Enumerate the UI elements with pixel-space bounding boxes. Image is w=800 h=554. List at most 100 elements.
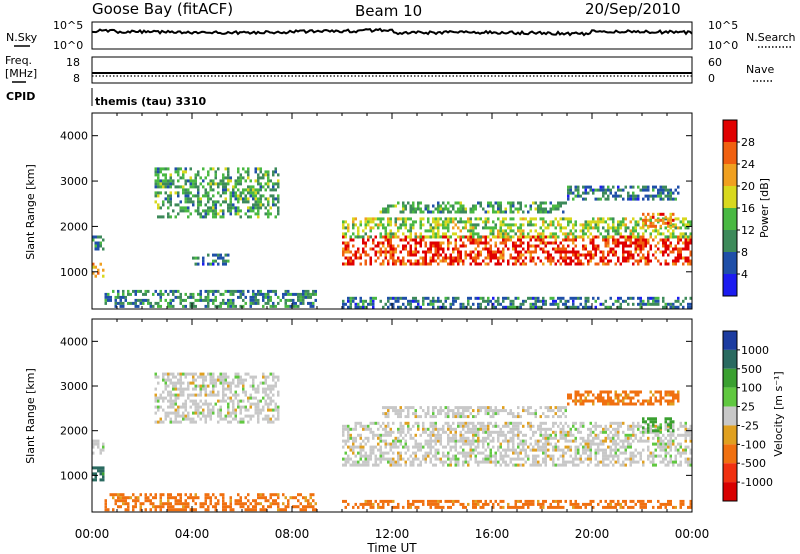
power-cell	[144, 298, 147, 302]
velocity-cell	[402, 436, 405, 440]
power-cell	[597, 235, 600, 239]
velocity-cell	[434, 427, 437, 431]
velocity-cell	[244, 496, 247, 500]
power-cell	[652, 299, 655, 303]
velocity-cell	[207, 508, 210, 512]
power-cell	[264, 212, 267, 216]
velocity-cell	[364, 442, 367, 446]
power-cell	[477, 253, 480, 257]
power-cell	[634, 241, 637, 245]
velocity-cell	[464, 442, 467, 446]
velocity-cell	[547, 409, 550, 413]
velocity-cell	[419, 415, 422, 419]
power-cell	[427, 250, 430, 254]
velocity-cell	[604, 454, 607, 458]
power-cell	[427, 217, 430, 221]
power-cell	[182, 170, 185, 174]
velocity-cell	[634, 454, 637, 458]
power-cell	[684, 247, 687, 251]
power-cell	[564, 232, 567, 236]
power-cell	[524, 299, 527, 303]
velocity-cell	[524, 433, 527, 437]
velocity-cell	[209, 393, 212, 397]
velocity-cell	[349, 448, 352, 452]
velocity-cell	[534, 439, 537, 443]
power-cell	[292, 304, 295, 308]
power-cell	[664, 226, 667, 230]
power-cell	[519, 201, 522, 205]
power-cell	[232, 289, 235, 293]
power-cell	[602, 217, 605, 221]
power-cell	[184, 191, 187, 195]
power-cell	[237, 209, 240, 213]
power-cell	[154, 301, 157, 305]
velocity-cell	[399, 463, 402, 467]
power-cell	[369, 229, 372, 233]
power-cell	[627, 256, 630, 260]
power-cell	[689, 238, 692, 242]
power-cell	[244, 179, 247, 183]
power-cell	[664, 259, 667, 263]
power-cell	[312, 304, 315, 308]
power-cell	[539, 207, 542, 211]
power-cell	[399, 305, 402, 309]
velocity-cell	[184, 508, 187, 512]
velocity-cell	[422, 424, 425, 428]
power-cell	[312, 289, 315, 293]
power-cell	[574, 229, 577, 233]
velocity-cell	[192, 387, 195, 391]
power-cell	[459, 259, 462, 263]
velocity-cell	[277, 414, 280, 418]
power-cell	[394, 217, 397, 221]
power-cell	[254, 179, 257, 183]
velocity-cell	[667, 463, 670, 467]
velocity-cell	[347, 454, 350, 458]
power-cell	[504, 232, 507, 236]
power-cell	[302, 301, 305, 305]
power-cell	[474, 253, 477, 257]
velocity-cell	[267, 375, 270, 379]
power-cell	[517, 207, 520, 211]
power-cell	[124, 295, 127, 299]
power-cell	[669, 305, 672, 309]
velocity-cell	[514, 448, 517, 452]
velocity-cell	[674, 436, 677, 440]
velocity-cell	[589, 460, 592, 464]
power-cell	[397, 299, 400, 303]
power-cell	[514, 296, 517, 300]
velocity-cell	[172, 375, 175, 379]
velocity-cell	[344, 463, 347, 467]
power-cell	[537, 244, 540, 248]
velocity-cell	[442, 409, 445, 413]
velocity-cell	[367, 424, 370, 428]
power-cell	[354, 302, 357, 306]
power-cell	[522, 210, 525, 214]
power-cell	[664, 194, 667, 198]
velocity-cell	[517, 433, 520, 437]
velocity-cell	[352, 460, 355, 464]
power-cell	[192, 301, 195, 305]
velocity-cell	[179, 493, 182, 497]
velocity-cell	[562, 427, 565, 431]
velocity-cell	[467, 421, 470, 425]
power-cell	[244, 194, 247, 198]
power-cell	[107, 292, 110, 296]
velocity-cell	[579, 399, 582, 403]
power-region	[342, 217, 692, 239]
power-cell	[519, 262, 522, 266]
power-cell	[682, 241, 685, 245]
power-cell	[572, 238, 575, 242]
velocity-cell	[572, 439, 575, 443]
power-cell	[554, 302, 557, 306]
power-cell	[267, 292, 270, 296]
power-cell	[199, 203, 202, 207]
velocity-cell	[432, 415, 435, 419]
velocity-cell	[364, 436, 367, 440]
velocity-cell	[594, 448, 597, 452]
power-cell	[439, 204, 442, 208]
velocity-cell	[192, 411, 195, 415]
power-cell	[369, 299, 372, 303]
power-cell	[379, 262, 382, 266]
power-cell	[539, 305, 542, 309]
power-cell	[507, 305, 510, 309]
